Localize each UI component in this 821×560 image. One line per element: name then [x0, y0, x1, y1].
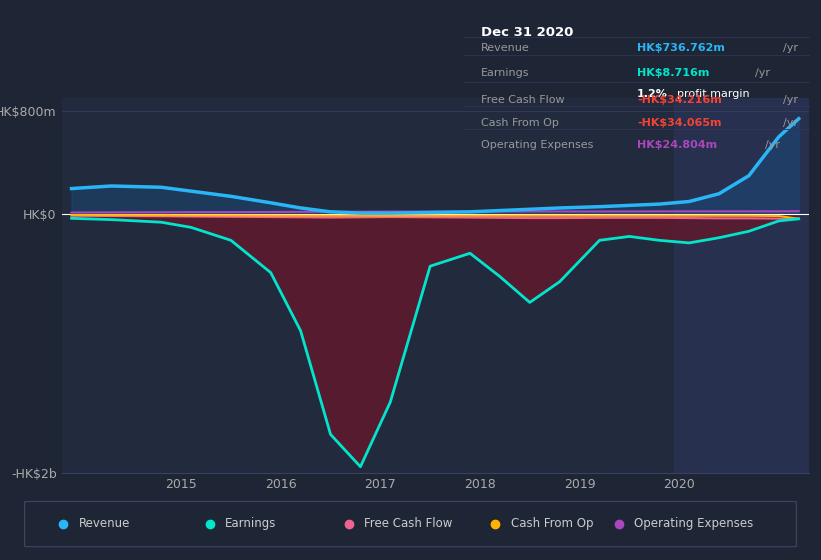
Text: Earnings: Earnings: [225, 517, 277, 530]
Text: 1.2%: 1.2%: [637, 88, 668, 99]
Text: HK$736.762m: HK$736.762m: [637, 43, 725, 53]
Text: HK$8.716m: HK$8.716m: [637, 68, 709, 78]
Text: -HK$34.065m: -HK$34.065m: [637, 118, 722, 128]
Text: Operating Expenses: Operating Expenses: [635, 517, 754, 530]
Text: Cash From Op: Cash From Op: [481, 118, 559, 128]
Text: Free Cash Flow: Free Cash Flow: [481, 95, 565, 105]
Text: /yr: /yr: [782, 95, 798, 105]
Text: /yr: /yr: [765, 140, 780, 150]
Text: /yr: /yr: [754, 68, 770, 78]
Text: Cash From Op: Cash From Op: [511, 517, 594, 530]
Text: /yr: /yr: [782, 43, 798, 53]
Text: Revenue: Revenue: [79, 517, 130, 530]
Text: HK$24.804m: HK$24.804m: [637, 140, 718, 150]
Text: Earnings: Earnings: [481, 68, 530, 78]
Text: Operating Expenses: Operating Expenses: [481, 140, 594, 150]
Text: /yr: /yr: [782, 118, 798, 128]
Text: -HK$34.216m: -HK$34.216m: [637, 95, 722, 105]
Text: Free Cash Flow: Free Cash Flow: [365, 517, 452, 530]
Text: Dec 31 2020: Dec 31 2020: [481, 26, 574, 39]
Text: profit margin: profit margin: [677, 88, 750, 99]
Bar: [674, 98, 821, 473]
Text: Revenue: Revenue: [481, 43, 530, 53]
